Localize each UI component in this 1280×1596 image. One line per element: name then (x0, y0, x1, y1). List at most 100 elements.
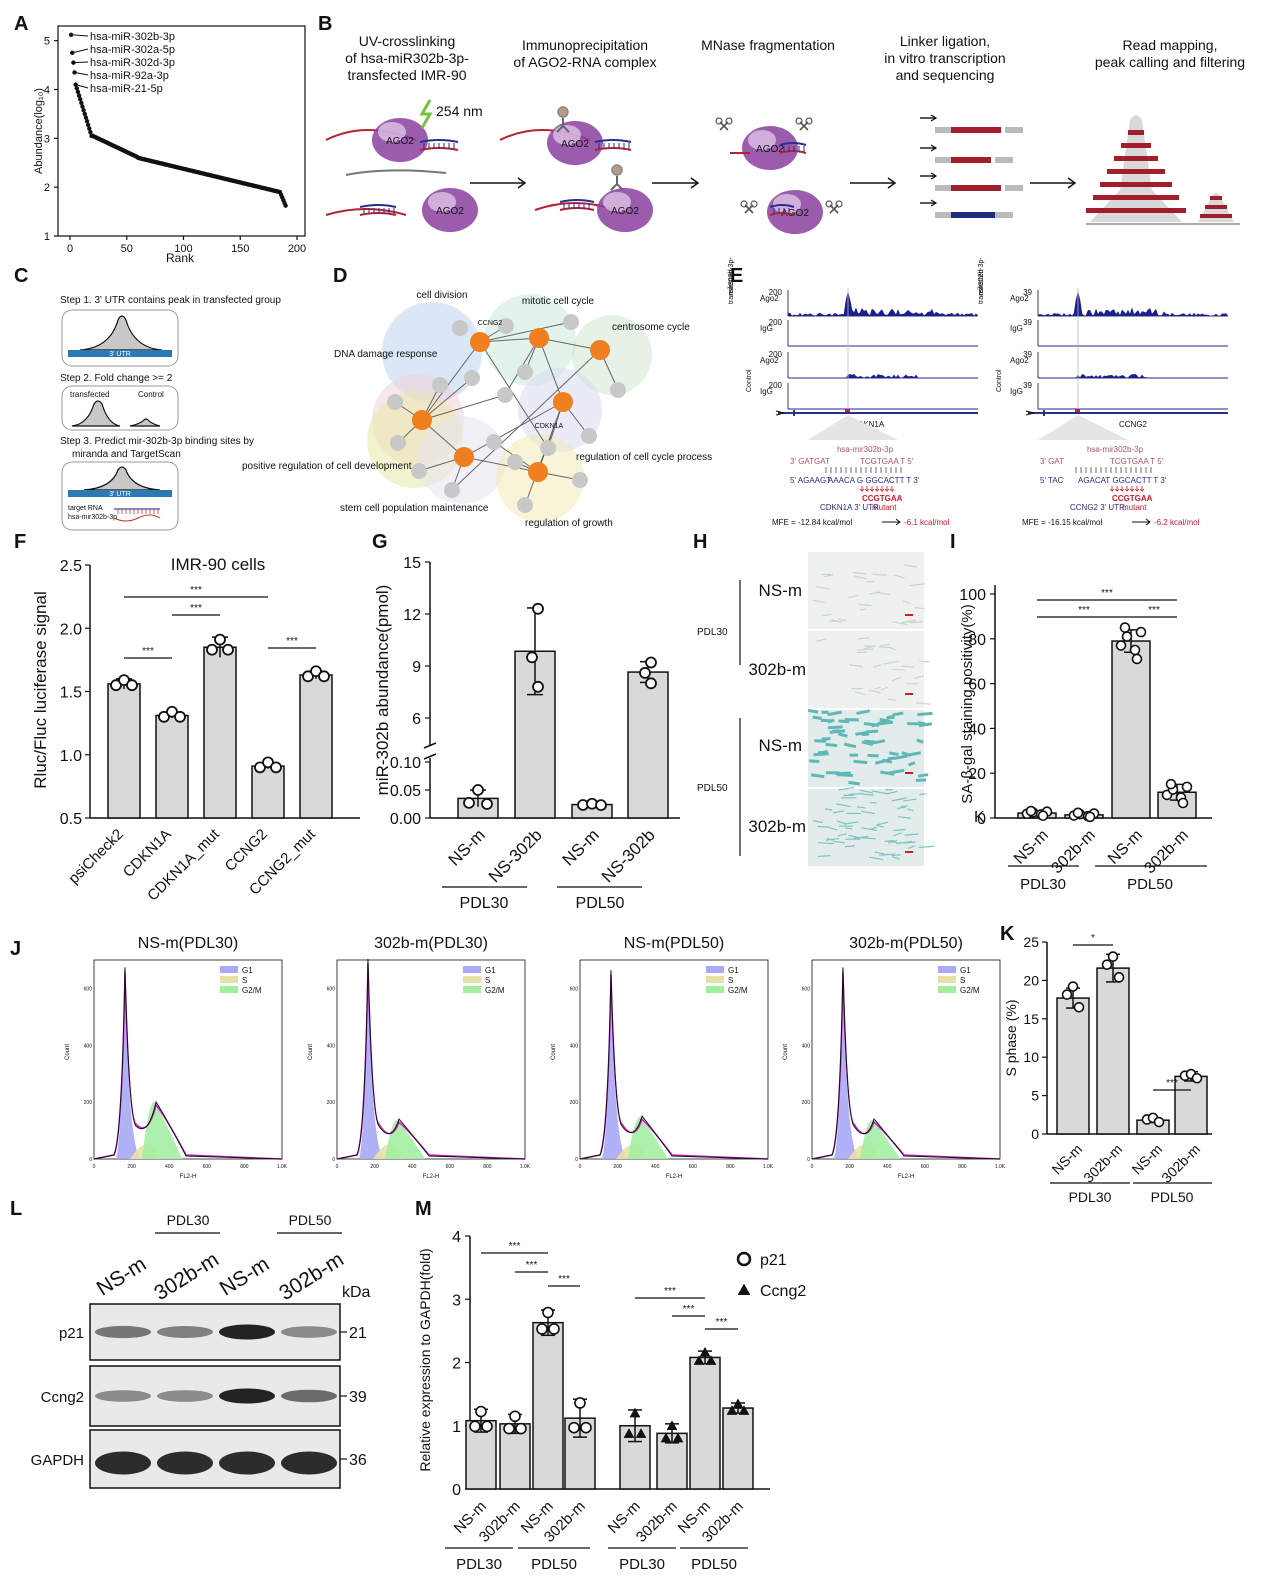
data-point (1137, 628, 1146, 637)
gene-node (563, 314, 579, 330)
x-axis-label: FL2-H (423, 1174, 440, 1180)
sig-label: * (1091, 933, 1095, 944)
step-title: peak calling and filtering (1095, 54, 1245, 70)
cell (830, 731, 845, 733)
zoom-wedge (808, 415, 898, 440)
kda-value: 21 (349, 1325, 367, 1342)
data-point (646, 678, 656, 688)
gene-node (540, 440, 556, 456)
uv-label: 254 nm (436, 103, 483, 119)
x-tick-label: 302b-m (1141, 827, 1191, 877)
data-point-triangle (700, 1347, 710, 1356)
blot-band (219, 1451, 275, 1474)
sig-label: *** (142, 646, 154, 657)
cell (867, 731, 879, 732)
step-text: Step 1. 3' UTR contains peak in transfec… (60, 295, 281, 306)
sig-label: *** (190, 603, 202, 614)
data-point (1075, 1003, 1084, 1012)
group-label: PDL50 (697, 783, 728, 794)
data-point (1086, 812, 1095, 821)
y-tick-label: 2.0 (60, 621, 82, 638)
cell (887, 716, 894, 718)
track-group-label: Control (746, 369, 753, 392)
group-label: PDL50 (1151, 1189, 1194, 1205)
go-term-label: centrosome cycle (612, 322, 690, 333)
data-point (527, 652, 537, 662)
x-tick-label: 800 (958, 1164, 967, 1170)
gene-node (486, 434, 502, 450)
y-axis-label: Count (308, 1044, 314, 1060)
cell (848, 782, 859, 784)
mapped-read (1100, 182, 1172, 187)
x-tick-label: 600 (203, 1164, 212, 1170)
data-point (473, 785, 483, 795)
stray-letter: K (974, 809, 985, 826)
data-point (510, 1411, 520, 1421)
x-axis-label: Rank (166, 251, 195, 265)
micrograph (808, 631, 924, 708)
data-point (1131, 646, 1140, 655)
panel-label-B: B (318, 13, 332, 35)
x-tick-label: NS-m (1011, 827, 1052, 868)
data-point (283, 203, 287, 207)
x-axis-label: FL2-H (180, 1174, 197, 1180)
step-title: MNase fragmentation (701, 37, 835, 53)
y-axis-label: miR-302b abundance(pmol) (373, 585, 392, 796)
data-point (1183, 782, 1192, 791)
legend-swatch (938, 966, 956, 973)
gene-node (517, 364, 533, 380)
mirna-label: hsa-miR-302a-5p (90, 44, 175, 56)
y-axis-label: Rluc/Fluc luciferase signal (31, 591, 50, 788)
cell (893, 713, 904, 715)
term-node (529, 328, 549, 348)
sig-label: *** (526, 1260, 538, 1271)
read-linker (1005, 185, 1023, 191)
mfe-mutant-value: -6.2 kcal/mol (1154, 518, 1200, 527)
mapped-read (1107, 169, 1165, 174)
group-label: PDL30 (456, 1556, 502, 1573)
y-tick-label: 400 (84, 1043, 93, 1049)
cell (818, 856, 831, 857)
x-tick-label: 302b-m (1158, 1141, 1203, 1186)
blot-band (95, 1326, 151, 1338)
gene-node (432, 377, 448, 393)
y-tick-label: 20 (1023, 972, 1039, 988)
legend-swatch (463, 976, 481, 983)
read-linker (1005, 127, 1023, 133)
gene-node (390, 435, 406, 451)
legend-label: G1 (485, 966, 496, 975)
x-tick-label: 302b-m (633, 1498, 681, 1546)
x-tick-label: 302b-m (1048, 827, 1098, 877)
gene-node (507, 454, 523, 470)
step-title: transfected IMR-90 (347, 67, 466, 83)
mfe-value: MFE = -12.84 kcal/mol (772, 518, 852, 527)
y-axis-label: Abundance(log₁₀) (33, 88, 45, 174)
data-point (464, 798, 474, 808)
scale-bar (905, 851, 913, 853)
panel-label-F: F (14, 531, 26, 553)
data-point (482, 1421, 492, 1431)
legend-swatch (706, 986, 724, 993)
mapped-read (1200, 214, 1232, 218)
mapped-read (1128, 130, 1144, 135)
mutation-arrow (880, 486, 884, 491)
micrograph (808, 552, 924, 629)
read-fragment (951, 185, 1001, 191)
gene-node (452, 320, 468, 336)
target-seq: AGACAT GGCACTT T 3' (1078, 476, 1167, 485)
step-text: miranda and TargetScan (72, 449, 181, 460)
track-scale: 200 (769, 288, 783, 297)
go-term-label: mitotic cell cycle (522, 296, 595, 307)
data-point (207, 645, 217, 655)
data-point (549, 1324, 559, 1334)
y-tick-label: 600 (570, 986, 579, 992)
cell (854, 761, 868, 762)
bar (723, 1408, 753, 1489)
histogram-title: 302b-m(PDL50) (849, 935, 963, 952)
read-linker (935, 212, 951, 218)
bar (156, 716, 188, 818)
coverage-track (788, 292, 978, 316)
bar (204, 647, 236, 818)
kda-value: 36 (349, 1452, 367, 1469)
blot-band (157, 1326, 213, 1338)
